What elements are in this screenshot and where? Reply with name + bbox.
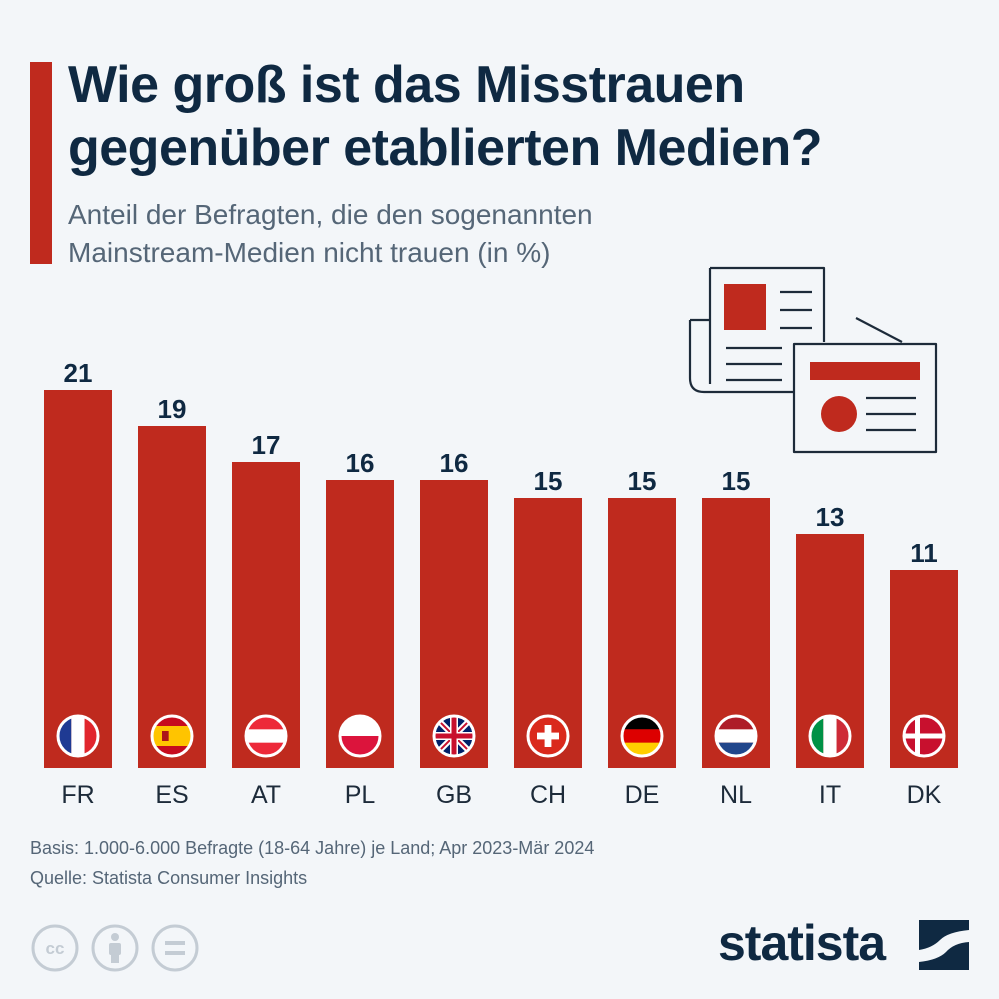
bar-es: [138, 426, 206, 768]
statista-mark-icon: [919, 920, 969, 970]
value-label-es: 19: [158, 394, 187, 424]
subtitle-line-2: Mainstream-Medien nicht trauen (in %): [68, 237, 551, 268]
flag-poland-icon: [340, 716, 380, 756]
value-label-pl: 16: [346, 448, 375, 478]
value-label-it: 13: [816, 502, 845, 532]
title-accent-bar: [30, 62, 52, 264]
value-label-nl: 15: [722, 466, 751, 496]
flag-ring: [808, 714, 852, 758]
flag-ring: [620, 714, 664, 758]
statista-logo[interactable]: statista: [718, 912, 972, 979]
category-label-pl: PL: [345, 781, 376, 809]
category-label-it: IT: [819, 781, 841, 809]
category-label-nl: NL: [720, 781, 752, 809]
title-line-1: Wie groß ist das Misstrauen: [68, 56, 745, 114]
flag-ring: [432, 714, 476, 758]
value-label-fr: 21: [64, 358, 93, 388]
cc-icon[interactable]: cc: [30, 923, 80, 973]
value-label-ch: 15: [534, 466, 563, 496]
flag-ring: [714, 714, 758, 758]
flag-ring: [902, 714, 946, 758]
category-label-de: DE: [625, 781, 660, 809]
flag-ring: [338, 714, 382, 758]
category-label-at: AT: [251, 781, 281, 809]
chart-title: Wie groß ist das Misstrauen gegenüber et…: [68, 54, 988, 180]
value-label-de: 15: [628, 466, 657, 496]
svg-text:cc: cc: [46, 939, 65, 958]
bar-fr: [44, 390, 112, 768]
footer: Basis: 1.000-6.000 Befragte (18-64 Jahre…: [30, 833, 594, 893]
newspaper-icon: [688, 266, 938, 454]
subtitle-line-1: Anteil der Befragten, die den sogenannte…: [68, 199, 593, 230]
flag-ring: [56, 714, 100, 758]
chart-subtitle: Anteil der Befragten, die den sogenannte…: [68, 196, 768, 272]
value-label-dk: 11: [910, 538, 938, 568]
flag-ring: [526, 714, 570, 758]
category-label-gb: GB: [436, 781, 472, 809]
no-derivatives-icon[interactable]: [150, 923, 200, 973]
attribution-icon[interactable]: [90, 923, 140, 973]
value-label-gb: 16: [440, 448, 469, 478]
category-label-dk: DK: [907, 781, 942, 809]
category-label-ch: CH: [530, 781, 566, 809]
flag-ring: [244, 714, 288, 758]
statista-wordmark: statista: [718, 915, 887, 971]
value-label-at: 17: [252, 430, 281, 460]
flag-ring: [150, 714, 194, 758]
category-label-fr: FR: [61, 781, 94, 809]
category-label-es: ES: [155, 781, 188, 809]
source-note: Quelle: Statista Consumer Insights: [30, 868, 308, 888]
basis-note: Basis: 1.000-6.000 Befragte (18-64 Jahre…: [30, 838, 595, 858]
title-line-2: gegenüber etablierten Medien?: [68, 119, 823, 177]
